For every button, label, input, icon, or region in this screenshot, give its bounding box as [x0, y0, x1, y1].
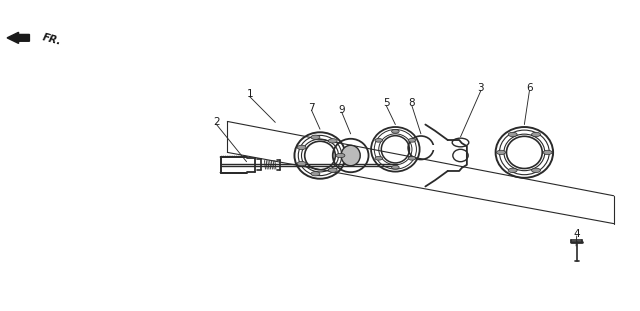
Circle shape [297, 161, 306, 166]
Circle shape [543, 150, 552, 155]
Text: 5: 5 [383, 99, 390, 109]
Text: 1: 1 [246, 89, 253, 99]
Ellipse shape [341, 145, 360, 166]
Text: 8: 8 [409, 99, 415, 109]
Circle shape [392, 129, 399, 133]
Circle shape [508, 168, 517, 173]
Circle shape [336, 153, 345, 158]
Circle shape [392, 165, 399, 169]
Circle shape [508, 132, 517, 137]
Circle shape [375, 138, 383, 142]
Circle shape [297, 145, 306, 150]
Text: 4: 4 [573, 229, 580, 239]
Text: 2: 2 [213, 117, 220, 127]
Circle shape [408, 156, 416, 160]
Text: 7: 7 [308, 103, 315, 113]
Text: 3: 3 [477, 83, 484, 93]
Text: 6: 6 [526, 83, 532, 93]
Circle shape [328, 168, 337, 172]
Circle shape [311, 172, 320, 176]
Circle shape [375, 156, 383, 160]
FancyArrow shape [7, 32, 29, 44]
Circle shape [497, 150, 506, 155]
Circle shape [532, 132, 541, 137]
Text: 9: 9 [339, 105, 345, 115]
Circle shape [311, 135, 320, 139]
Bar [429, 145, 439, 150]
Text: FR.: FR. [41, 33, 62, 47]
Circle shape [408, 138, 416, 142]
Circle shape [532, 168, 541, 173]
Circle shape [328, 139, 337, 143]
